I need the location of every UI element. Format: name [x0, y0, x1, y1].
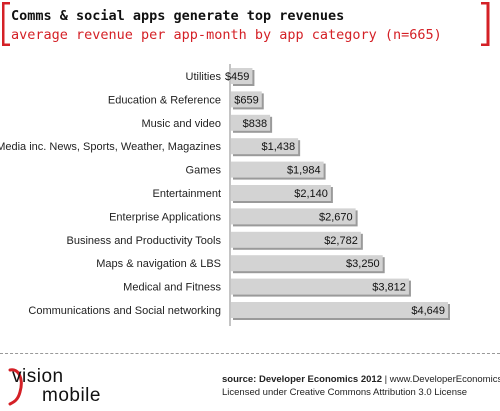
- bar-chart: Utilities $459 Education & Reference $659 Mu…: [0, 64, 450, 326]
- bar: [231, 208, 356, 225]
- category-label: Enterprise Applications: [109, 211, 221, 223]
- category-label: Maps & navigation & LBS: [96, 258, 221, 270]
- source-line: source: Developer Economics 2012 | www.D…: [222, 374, 500, 385]
- chart-subtitle: average revenue per app-month by app cat…: [11, 27, 442, 43]
- bar: [231, 161, 324, 178]
- value-label: $3,250: [346, 258, 380, 270]
- value-label: $2,140: [294, 188, 328, 200]
- bar: [231, 231, 361, 248]
- bar: [231, 255, 383, 272]
- vision-mobile-logo-swoosh: [8, 368, 23, 406]
- license-line: Licensed under Creative Commons Attribut…: [222, 387, 468, 398]
- category-label: Entertainment: [153, 188, 221, 200]
- bar: [231, 68, 253, 84]
- value-label: $459: [225, 71, 249, 83]
- value-label: $3,812: [372, 282, 406, 294]
- bar: [231, 138, 299, 155]
- value-label: $838: [243, 118, 267, 130]
- value-label: $4,649: [411, 305, 445, 317]
- category-label: Games: [186, 165, 222, 177]
- bar: [231, 91, 262, 108]
- value-label: $659: [234, 94, 258, 106]
- value-label: $1,438: [261, 141, 295, 153]
- source-bold: source: Developer Economics 2012: [222, 374, 382, 385]
- chart-title: Comms & social apps generate top revenue…: [11, 8, 345, 24]
- value-label: $2,670: [319, 211, 353, 223]
- category-label: Music and video: [142, 118, 222, 130]
- bar: [231, 114, 271, 131]
- category-label: Medical and Fitness: [123, 282, 221, 294]
- category-label: Communications and Social networking: [28, 305, 221, 317]
- category-label: Media inc. News, Sports, Weather, Magazi…: [0, 141, 221, 153]
- logo-text-vision: vision: [12, 366, 64, 387]
- red-bracket-frame: [2, 2, 490, 46]
- category-label: Education & Reference: [108, 94, 221, 106]
- bar: [231, 278, 409, 295]
- value-label: $2,782: [324, 235, 358, 247]
- source-link[interactable]: | www.DeveloperEconomics.com: [384, 374, 500, 385]
- title-box: Comms & social apps generate top revenue…: [2, 2, 490, 46]
- footer-divider: [0, 353, 500, 354]
- logo-text-mobile: mobile: [42, 385, 101, 406]
- category-label: Business and Productivity Tools: [67, 235, 222, 247]
- bar: [231, 302, 448, 318]
- value-label: $1,984: [287, 165, 321, 177]
- bar: [231, 185, 331, 201]
- category-label: Utilities: [186, 71, 222, 83]
